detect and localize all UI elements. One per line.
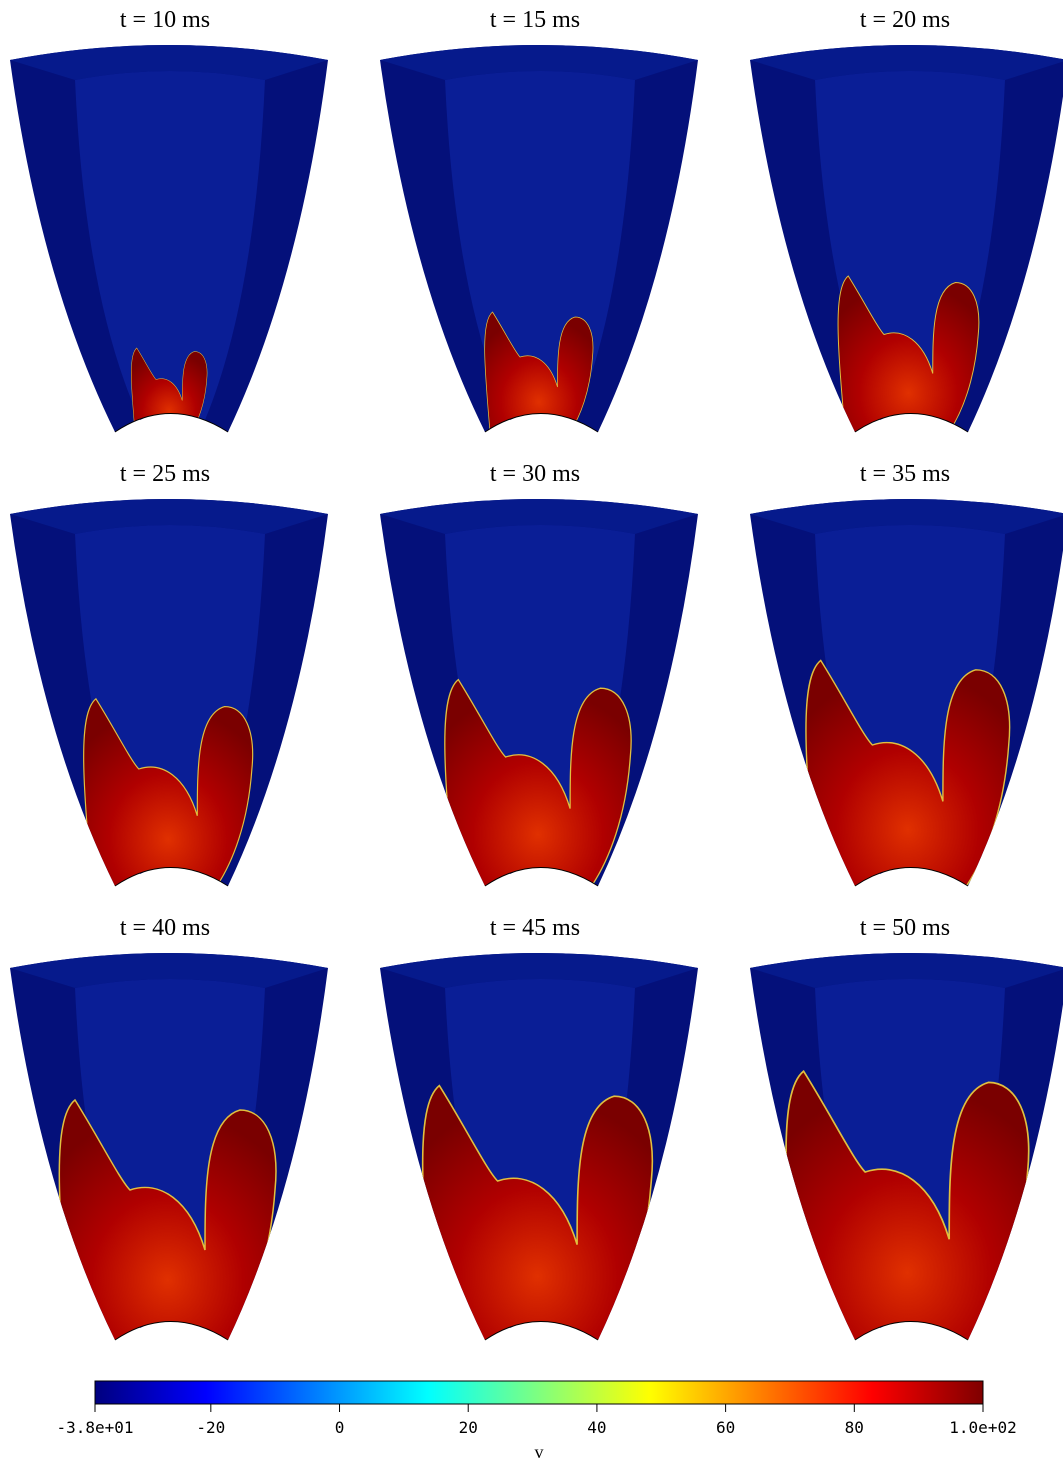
activation-region bbox=[484, 311, 594, 432]
colorbar-tick-label: 80 bbox=[845, 1418, 864, 1437]
panel: t = 45 ms bbox=[380, 915, 698, 1341]
apex-arc bbox=[484, 413, 599, 433]
panel-title: t = 50 ms bbox=[860, 915, 950, 941]
colorbar-tick-label: 40 bbox=[587, 1418, 606, 1437]
panel-title: t = 30 ms bbox=[490, 461, 580, 487]
wedge-top bbox=[10, 45, 328, 80]
activation bbox=[58, 1098, 277, 1340]
wedge-top bbox=[750, 45, 1063, 80]
panel: t = 10 ms bbox=[10, 7, 328, 433]
apex-arc bbox=[484, 1321, 599, 1341]
wedge-top bbox=[380, 45, 698, 80]
panels: t = 10 ms t = 15 ms t = 20 ms t = 25 ms t = … bbox=[10, 7, 1063, 1341]
apex-arc bbox=[854, 867, 969, 887]
apex-arc bbox=[854, 413, 969, 433]
activation bbox=[484, 311, 594, 432]
wedge-top bbox=[750, 499, 1063, 534]
wedge-top bbox=[380, 499, 698, 534]
panel: t = 35 ms bbox=[750, 461, 1063, 887]
panel-title: t = 10 ms bbox=[120, 7, 210, 33]
activation-region bbox=[444, 678, 632, 886]
activation bbox=[805, 659, 1011, 886]
panel: t = 20 ms bbox=[750, 7, 1063, 433]
activation-region bbox=[58, 1098, 277, 1340]
colorbar: -3.8e+01 -20 0 20 40 60 80 1.0e+02 v bbox=[56, 1380, 1017, 1462]
activation bbox=[421, 1084, 654, 1340]
panel: t = 25 ms bbox=[10, 461, 328, 887]
panel-title: t = 15 ms bbox=[490, 7, 580, 33]
wedge-top bbox=[10, 953, 328, 988]
wedge-top bbox=[380, 953, 698, 988]
panel-title: t = 40 ms bbox=[120, 915, 210, 941]
activation bbox=[444, 678, 632, 886]
panel-title: t = 35 ms bbox=[860, 461, 950, 487]
wedge-top bbox=[10, 499, 328, 534]
activation-region bbox=[131, 347, 208, 432]
apex-arc bbox=[114, 1321, 229, 1341]
panel: t = 40 ms bbox=[10, 915, 328, 1341]
panel: t = 30 ms bbox=[380, 461, 698, 887]
panel: t = 15 ms bbox=[380, 7, 698, 433]
apex-arc bbox=[114, 867, 229, 887]
colorbar-tick-label: -20 bbox=[196, 1418, 225, 1437]
apex-arc bbox=[484, 867, 599, 887]
colorbar-label: v bbox=[535, 1442, 544, 1462]
activation-region bbox=[83, 697, 254, 886]
activation-region bbox=[837, 275, 980, 432]
colorbar-tick-label: 1.0e+02 bbox=[949, 1418, 1016, 1437]
colorbar-tick-label: -3.8e+01 bbox=[56, 1418, 133, 1437]
apex-arc bbox=[114, 413, 229, 433]
activation-region bbox=[421, 1084, 654, 1340]
colorbar-tick-label: 60 bbox=[716, 1418, 735, 1437]
apex-arc bbox=[854, 1321, 969, 1341]
activation bbox=[837, 275, 980, 432]
colorbar-tick-label: 0 bbox=[335, 1418, 345, 1437]
panel-title: t = 45 ms bbox=[490, 915, 580, 941]
panel-title: t = 25 ms bbox=[120, 461, 210, 487]
activation-region bbox=[805, 659, 1011, 886]
colorbar-tick-label: 20 bbox=[459, 1418, 478, 1437]
activation bbox=[83, 697, 254, 886]
activation bbox=[131, 347, 208, 432]
panel-title: t = 20 ms bbox=[860, 7, 950, 33]
panel: t = 50 ms bbox=[750, 915, 1063, 1341]
wedge-inner bbox=[75, 71, 265, 420]
colorbar-gradient bbox=[94, 1380, 984, 1405]
wedge-top bbox=[750, 953, 1063, 988]
